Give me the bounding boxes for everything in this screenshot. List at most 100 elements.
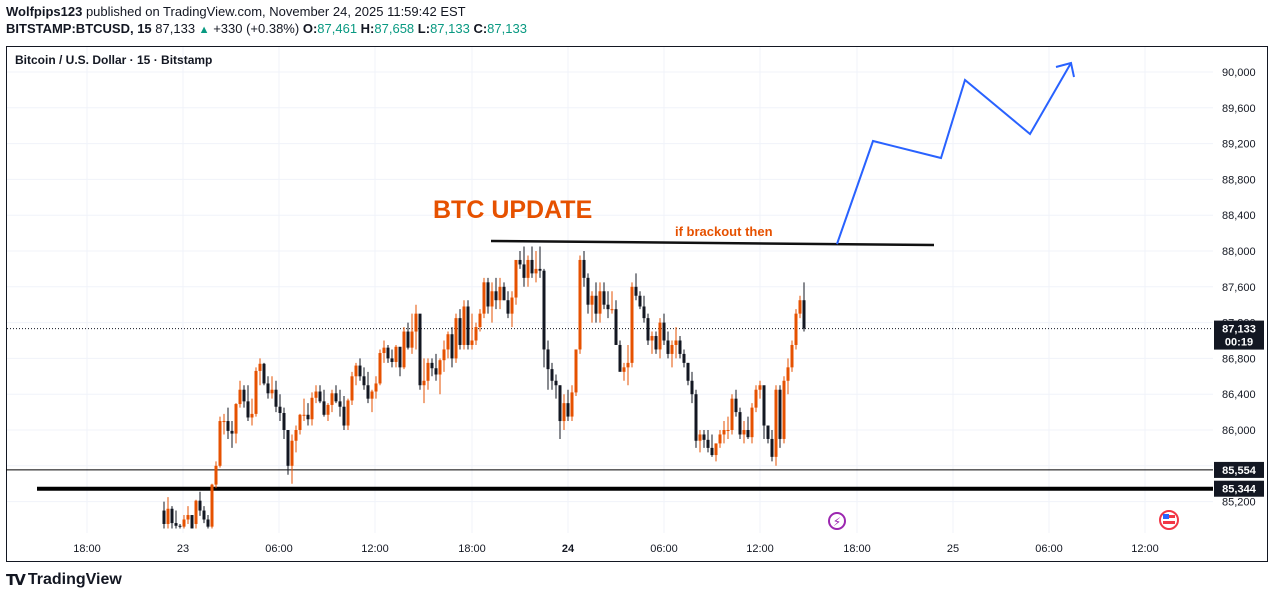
candle-up — [630, 286, 634, 363]
time-axis-label: 24 — [562, 543, 575, 555]
us-flag-event-icon[interactable] — [1159, 510, 1179, 530]
candle-up — [578, 259, 582, 350]
chart-frame[interactable] — [6, 46, 1268, 562]
candle-down — [550, 369, 554, 381]
candle-down — [586, 277, 590, 305]
candle-up — [742, 430, 746, 435]
candle-down — [342, 406, 346, 426]
candle-down — [710, 447, 714, 456]
candle-up — [182, 519, 186, 527]
candle-up — [462, 306, 466, 345]
candle-up — [166, 508, 170, 524]
symbol-info: BITSTAMP:BTCUSD, 15 87,133 ▲ +330 (+0.38… — [6, 21, 527, 36]
support2-price-badge — [1214, 480, 1264, 497]
candle-down — [734, 398, 738, 413]
price-axis-label: 88,000 — [1222, 246, 1256, 258]
projection-path[interactable] — [836, 62, 1072, 245]
price-axis-label: 86,400 — [1222, 389, 1256, 401]
price-axis-label: 86,000 — [1222, 425, 1256, 437]
candle-down — [706, 439, 710, 448]
candle-up — [470, 340, 474, 345]
candle-down — [466, 306, 470, 345]
candle-up — [798, 300, 802, 314]
tradingview-logo-icon: 𝗧𝗩 — [6, 572, 26, 589]
publish-text: published on TradingView.com, November 2… — [82, 4, 466, 19]
candle-down — [594, 295, 598, 314]
candle-up — [254, 370, 258, 414]
brand-name: TradingView — [27, 571, 122, 588]
candle-up — [446, 334, 450, 350]
candle-down — [494, 291, 498, 301]
btc-update-annotation[interactable]: BTC UPDATE — [433, 196, 592, 224]
candle-down — [746, 430, 750, 438]
candle-up — [238, 389, 242, 405]
support1-price-badge — [1214, 461, 1264, 478]
publisher-name[interactable]: Wolfpips123 — [6, 4, 83, 19]
price-change: +330 (+0.38%) — [213, 21, 300, 36]
candle-up — [222, 421, 226, 423]
candle-down — [766, 425, 770, 439]
candle-down — [322, 401, 326, 415]
candle-up — [330, 393, 334, 405]
candle-down — [262, 363, 266, 384]
candle-down — [266, 383, 270, 394]
candle-down — [170, 508, 174, 524]
time-axis-label: 18:00 — [73, 543, 101, 555]
candle-up — [422, 380, 426, 386]
candle-up — [382, 347, 386, 354]
candle-down — [566, 403, 570, 417]
candle-up — [622, 367, 626, 372]
candle-up — [454, 318, 458, 359]
candle-down — [362, 376, 366, 386]
tradingview-logo[interactable]: 𝗧𝗩 TradingView — [6, 571, 122, 589]
candle-down — [338, 401, 342, 407]
candle-down — [390, 358, 394, 362]
candle-down — [678, 340, 682, 354]
resistance-trendline[interactable] — [490, 239, 935, 247]
candle-down — [386, 347, 390, 359]
candle-up — [478, 313, 482, 328]
candle-up — [698, 434, 702, 441]
candle-down — [702, 434, 706, 440]
candle-down — [230, 430, 234, 434]
open-value: 87,461 — [317, 21, 358, 36]
us-flag-stripe — [1163, 521, 1175, 524]
current-price-badge-text: 00:19 — [1225, 337, 1253, 349]
close-label: C: — [473, 21, 488, 36]
candle-down — [198, 500, 202, 511]
candle-up — [258, 363, 262, 371]
candle-down — [206, 519, 210, 527]
candle-up — [674, 340, 678, 345]
candle-down — [802, 300, 806, 329]
candle-up — [194, 500, 198, 524]
candle-up — [370, 391, 374, 399]
candle-down — [458, 318, 462, 345]
candle-down — [538, 268, 542, 271]
candle-down — [638, 295, 642, 307]
low-label: L: — [417, 21, 431, 36]
candle-up — [214, 465, 218, 485]
candle-down — [242, 389, 246, 402]
candle-down — [522, 264, 526, 278]
arrow-head-icon — [1055, 61, 1075, 78]
candle-down — [162, 510, 166, 524]
candle-up — [210, 484, 214, 527]
candle-down — [502, 286, 506, 301]
candle-up — [754, 389, 758, 408]
candle-down — [366, 385, 370, 399]
time-axis-label: 12:00 — [1131, 543, 1159, 555]
candle-up — [426, 362, 430, 381]
candle-up — [414, 313, 418, 332]
candle-up — [510, 297, 514, 314]
breakout-note-annotation[interactable]: if brackout then — [675, 224, 773, 239]
candle-up — [302, 414, 306, 416]
chart-title: Bitcoin / U.S. Dollar · 15 · Bitstamp — [15, 53, 213, 67]
lightning-event-icon[interactable] — [828, 512, 846, 530]
time-axis-label: 06:00 — [650, 543, 678, 555]
candle-up — [378, 353, 382, 384]
candle-down — [558, 385, 562, 422]
candle-down — [738, 412, 742, 435]
candle-up — [394, 346, 398, 362]
candle-up — [374, 383, 378, 392]
